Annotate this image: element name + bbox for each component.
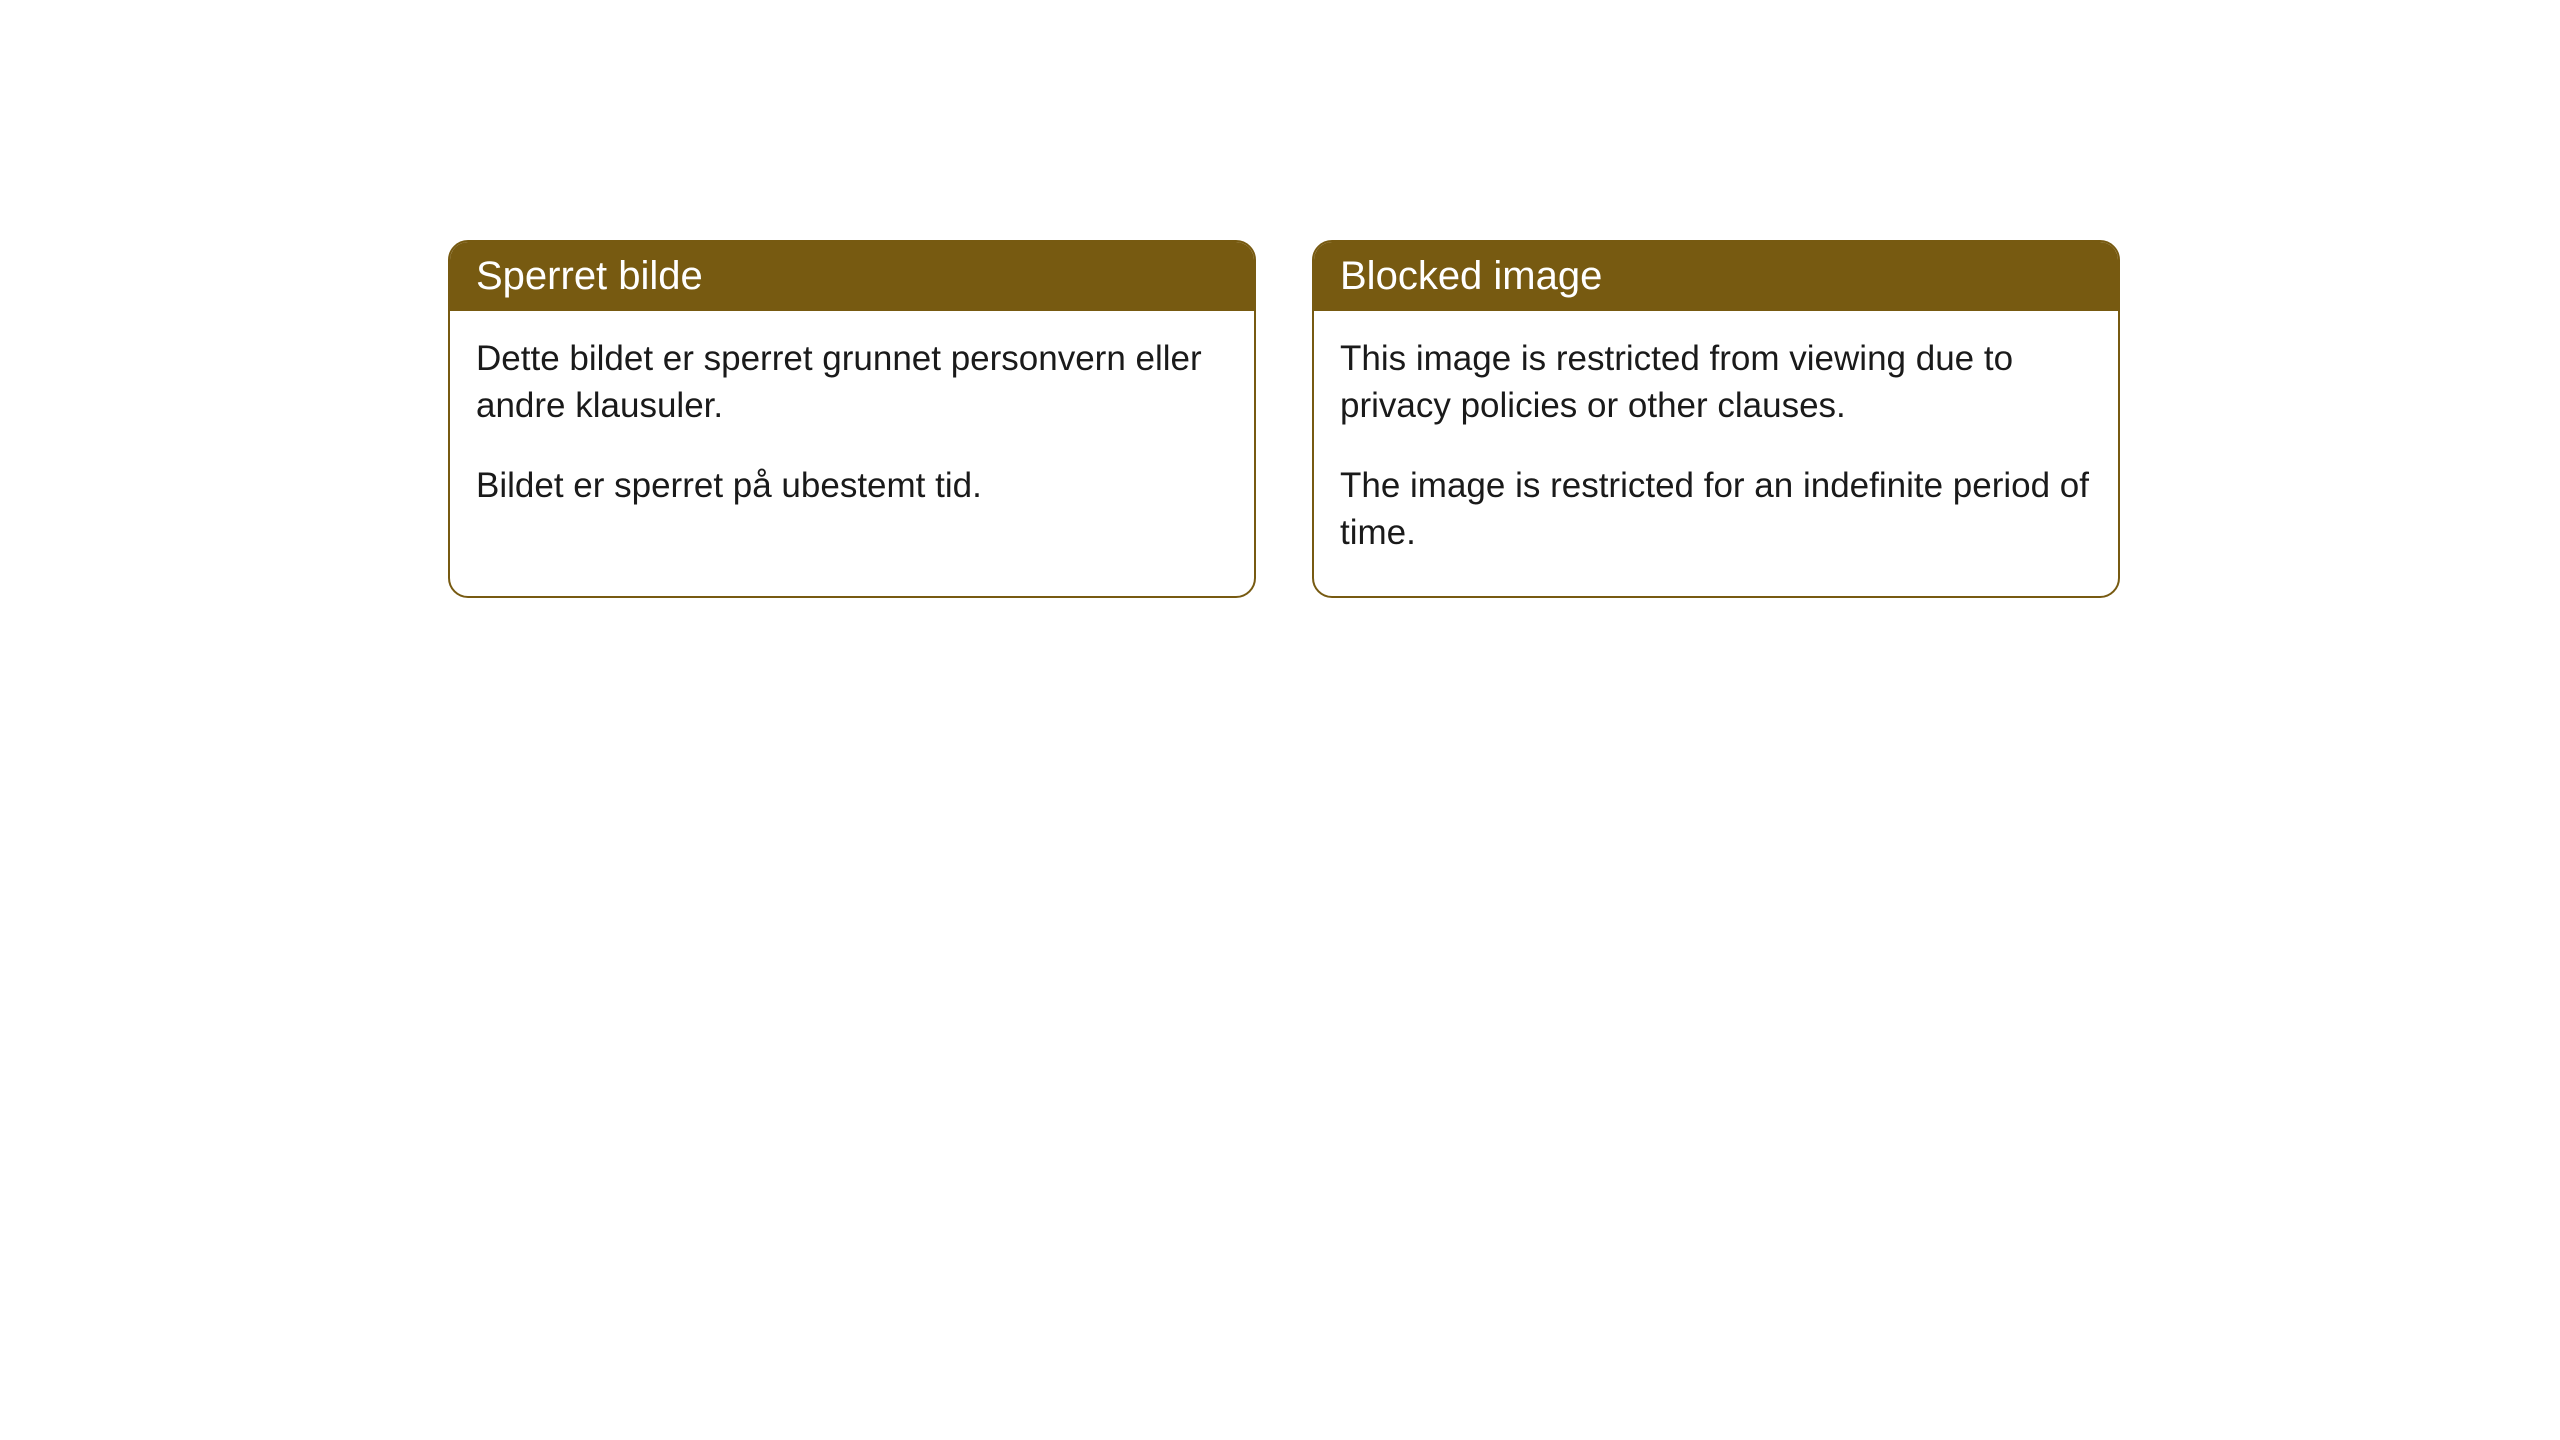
card-header: Sperret bilde <box>450 242 1254 311</box>
card-title: Blocked image <box>1340 254 1602 298</box>
card-paragraph: The image is restricted for an indefinit… <box>1340 462 2092 557</box>
card-body: This image is restricted from viewing du… <box>1314 311 2118 596</box>
notice-card-norwegian: Sperret bilde Dette bildet er sperret gr… <box>448 240 1256 598</box>
card-title: Sperret bilde <box>476 254 703 298</box>
notice-card-english: Blocked image This image is restricted f… <box>1312 240 2120 598</box>
card-paragraph: Dette bildet er sperret grunnet personve… <box>476 335 1228 430</box>
card-body: Dette bildet er sperret grunnet personve… <box>450 311 1254 549</box>
card-header: Blocked image <box>1314 242 2118 311</box>
notice-container: Sperret bilde Dette bildet er sperret gr… <box>0 0 2560 598</box>
card-paragraph: Bildet er sperret på ubestemt tid. <box>476 462 1228 509</box>
card-paragraph: This image is restricted from viewing du… <box>1340 335 2092 430</box>
